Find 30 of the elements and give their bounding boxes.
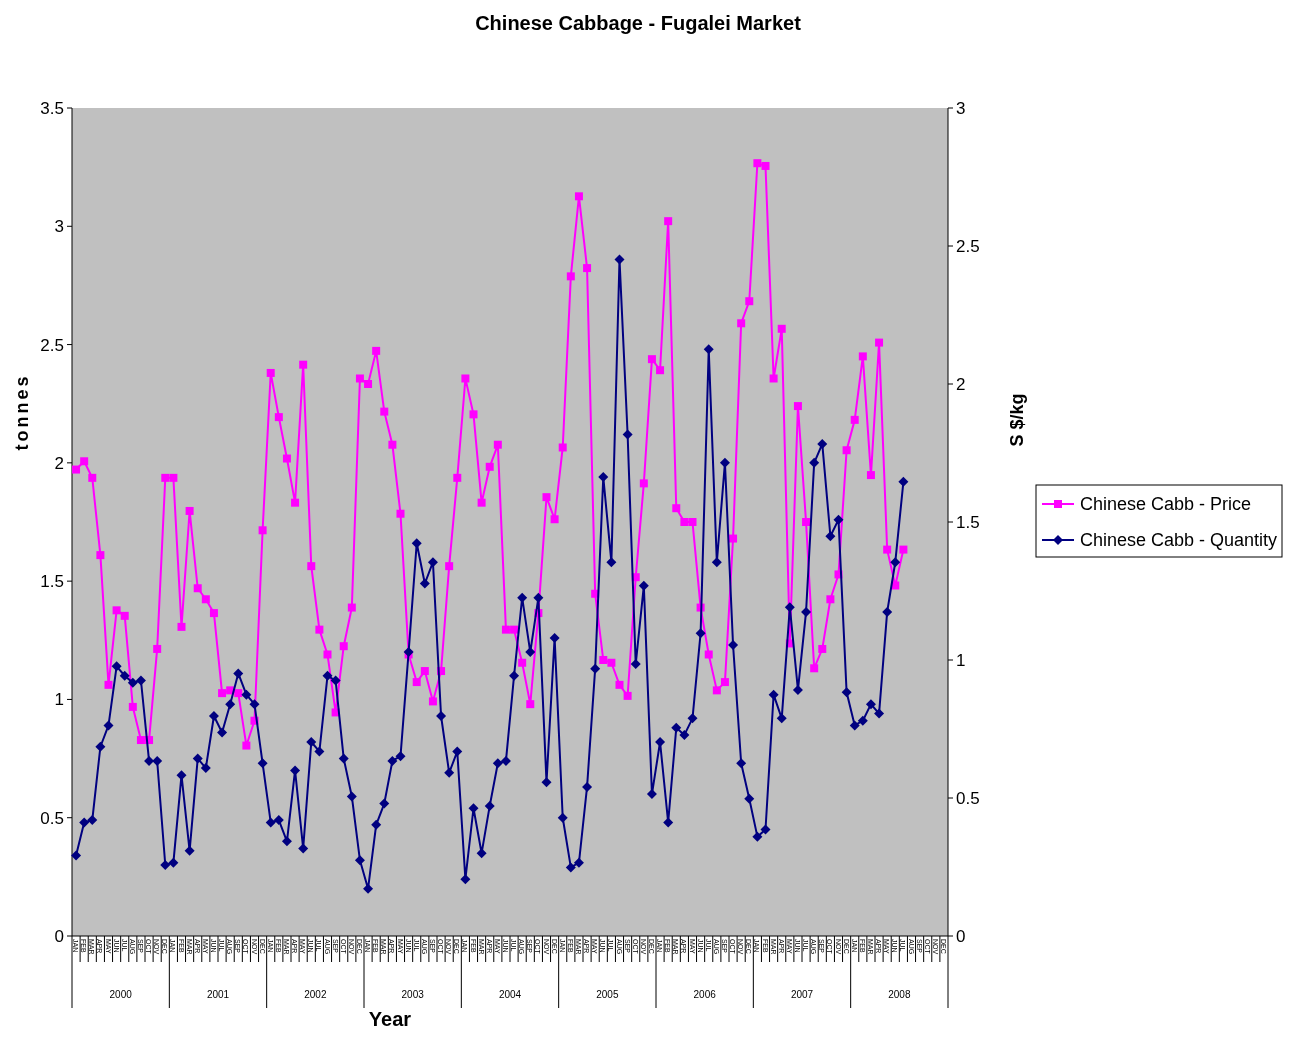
- text: 2008: [888, 989, 911, 1000]
- y2-tick-label: 2.5: [956, 236, 980, 256]
- text: 2005: [596, 989, 619, 1000]
- y-tick-label: 0: [54, 926, 64, 946]
- y2-tick-label: 2: [956, 374, 966, 394]
- text: 2001: [206, 989, 230, 1000]
- y2-tick-label: 1.5: [956, 512, 980, 532]
- y2-tick-label: 0: [956, 926, 966, 946]
- text: 2003: [401, 989, 425, 1000]
- y-tick-label: 1.5: [40, 572, 64, 592]
- y-tick-label: 2: [54, 453, 64, 473]
- y2-axis-title: S $/kg: [1007, 393, 1027, 447]
- legend-label: Chinese Cabb - Quantity: [1080, 530, 1278, 551]
- text: 2002: [304, 989, 327, 1000]
- y-tick-label: 3: [54, 217, 64, 237]
- y2-tick-label: 3: [956, 98, 966, 118]
- chart-title: Chinese Cabbage - Fugalei Market: [475, 12, 802, 34]
- y-tick-label: 0.5: [40, 808, 64, 828]
- y2-tick-label: 0.5: [956, 788, 980, 808]
- y-tick-label: 3.5: [40, 98, 64, 118]
- legend-label: Chinese Cabb - Price: [1080, 494, 1252, 515]
- text: 2006: [693, 989, 717, 1000]
- y2-tick-label: 1: [956, 650, 966, 670]
- y-axis-title: tonnes: [12, 373, 32, 451]
- text: 2000: [109, 989, 133, 1000]
- text: 2007: [790, 989, 814, 1000]
- y-tick-label: 2.5: [40, 335, 64, 355]
- x-axis-title: Year: [368, 1008, 412, 1030]
- text: 2004: [498, 989, 522, 1000]
- y-tick-label: 1: [54, 690, 64, 710]
